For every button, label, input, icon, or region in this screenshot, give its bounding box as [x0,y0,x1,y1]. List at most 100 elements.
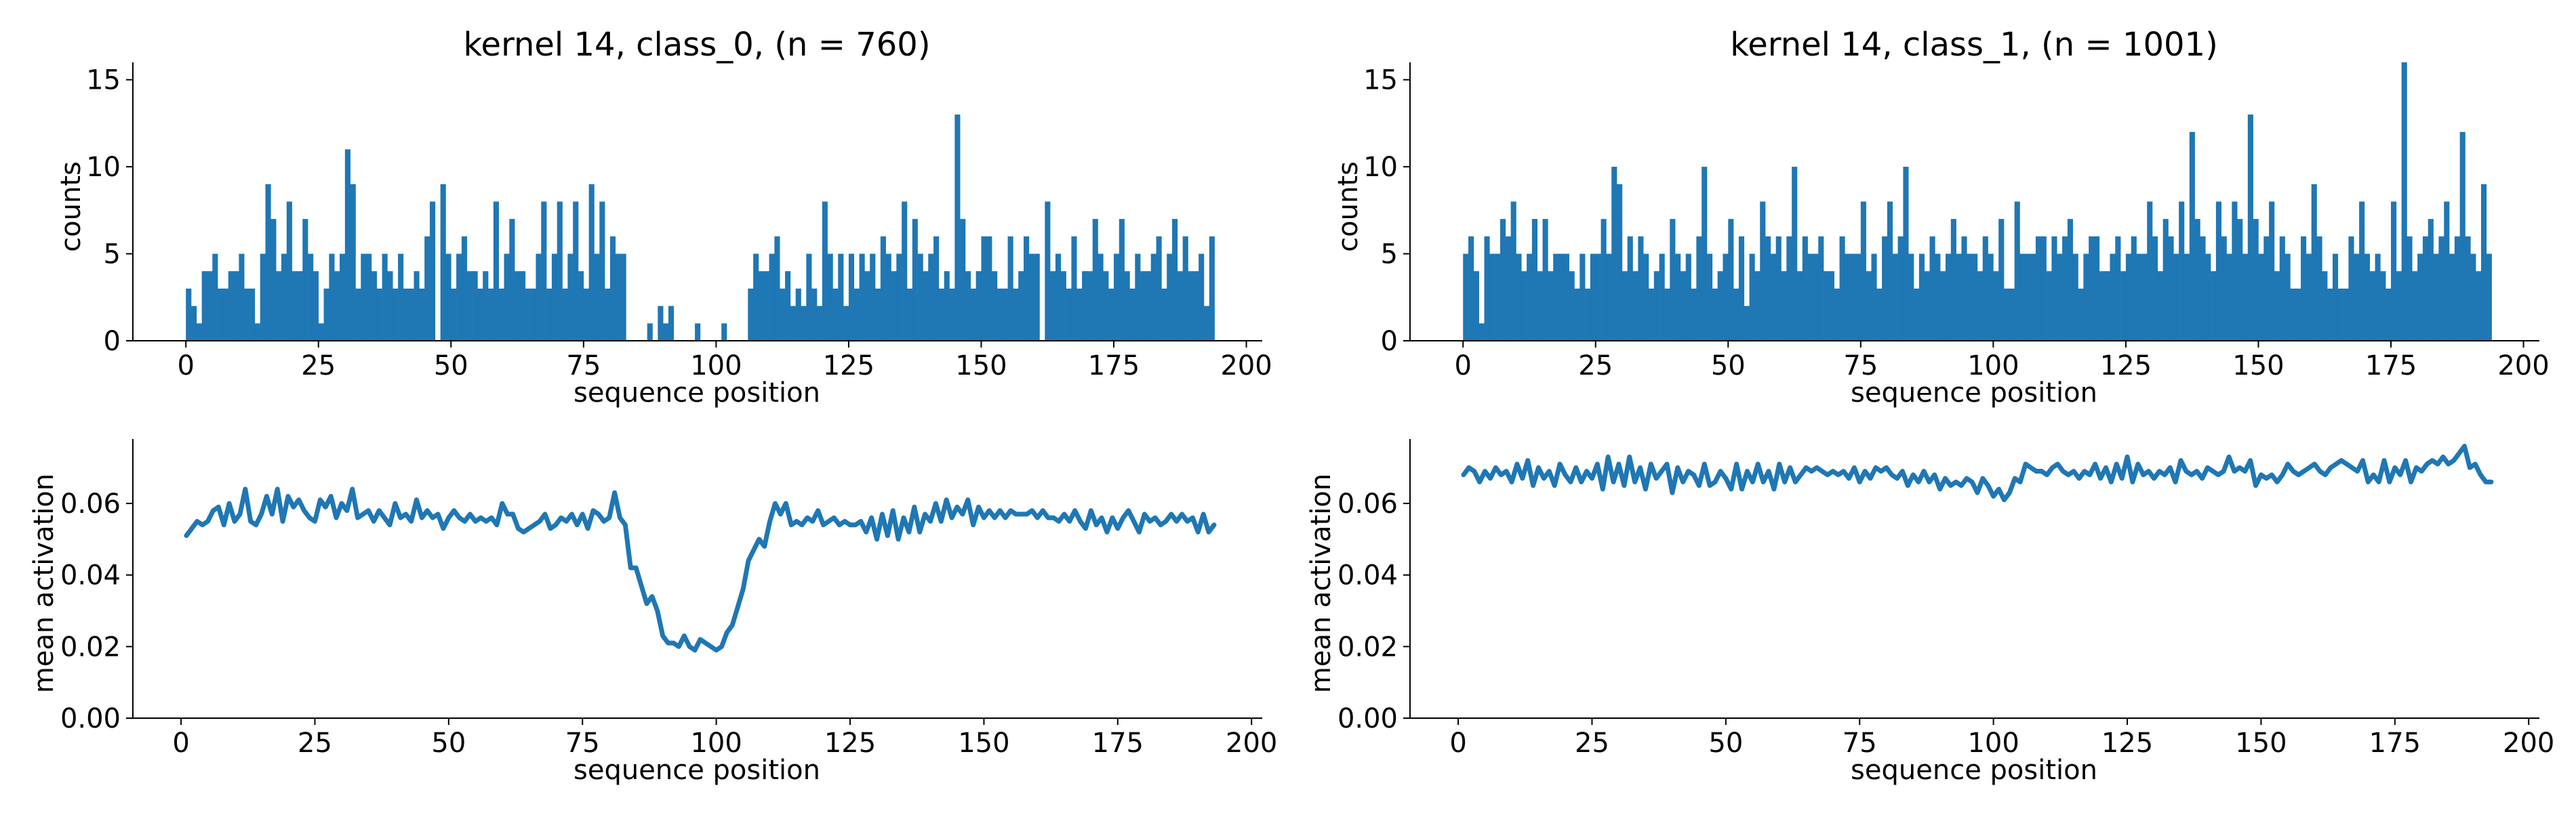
y-tick-label: 10 [86,152,121,183]
x-tick-label: 0 [177,350,194,381]
bar [1728,219,1734,341]
bar [509,219,515,341]
bar [1924,271,1930,341]
x-tick-label: 25 [298,728,332,759]
bar [334,271,340,341]
bar [902,201,908,341]
bar [2009,288,2015,341]
bar [2459,131,2466,341]
x-tick-label: 175 [1088,350,1140,381]
bar [1553,253,1559,341]
bar [992,271,998,341]
bar [1717,271,1723,341]
bar [2221,236,2227,341]
bar [1643,253,1649,341]
bar [1818,236,1824,341]
x-tick-label: 100 [690,350,742,381]
bar [2030,253,2036,341]
bar [1145,271,1152,341]
bar [1691,288,1697,341]
x-tick-label: 175 [1092,728,1144,759]
x-axis-label: sequence position [573,377,820,409]
bar [609,236,616,341]
bar [1866,271,1872,341]
bar [286,201,292,341]
bar [933,236,940,341]
bar [758,271,765,341]
bar [2364,253,2371,341]
bar [2205,253,2211,341]
bar [2168,236,2174,341]
bar [329,253,335,341]
y-axis-label: counts [56,161,87,252]
bar [1199,253,1205,341]
bar [1950,219,1956,341]
bar [2110,253,2116,341]
bar [2200,236,2206,341]
bar [2035,236,2042,341]
bar [2343,288,2349,341]
bar [832,288,839,341]
bar [2348,236,2354,341]
bar [663,323,669,341]
bar [1150,253,1156,341]
bar [1082,271,1088,341]
bar [2004,288,2010,341]
bar [2428,219,2434,341]
bar [1622,271,1628,341]
bar [2131,236,2137,341]
bar [1723,253,1729,341]
bar [2183,253,2190,341]
bar [2449,253,2455,341]
bar [1050,271,1056,341]
bar [944,271,950,341]
bar [350,184,356,341]
bar [721,323,727,341]
bar [1781,271,1787,341]
bar [2454,236,2460,341]
bar [424,236,430,341]
bar [1129,288,1135,341]
bar [1775,236,1782,341]
bar [2433,253,2439,341]
bar [361,253,367,341]
bar [2194,219,2200,341]
bar [2089,236,2095,341]
bar [583,288,589,341]
bar [371,271,378,341]
bar [1659,253,1665,341]
bar [1993,271,1999,341]
bar [233,271,239,341]
bar [1034,253,1040,341]
bar [1516,253,1522,341]
bar [270,219,277,341]
bar [2391,201,2397,341]
bar [2226,253,2232,341]
bar [1977,271,1984,341]
bar [1172,219,1178,341]
bar [1013,288,1019,341]
bar [658,306,664,341]
bar [308,253,314,341]
bar [970,288,976,341]
bar [2147,201,2153,341]
bar [2396,271,2402,341]
bar [1664,288,1670,341]
bar [297,271,303,341]
bar [1103,271,1109,341]
x-tick-label: 125 [2101,728,2153,759]
chart-title: kernel 14, class_1, (n = 1001) [1730,26,2218,64]
bar [2354,253,2360,341]
bar [1024,236,1030,341]
bar [1929,236,1935,341]
bar [981,236,987,341]
bar [1845,253,1851,341]
bar [875,288,881,341]
bar [2295,288,2301,341]
bar [843,306,849,341]
bar [986,236,992,341]
bar [1527,253,1533,341]
bar [2136,253,2142,341]
bar [1882,236,1888,341]
